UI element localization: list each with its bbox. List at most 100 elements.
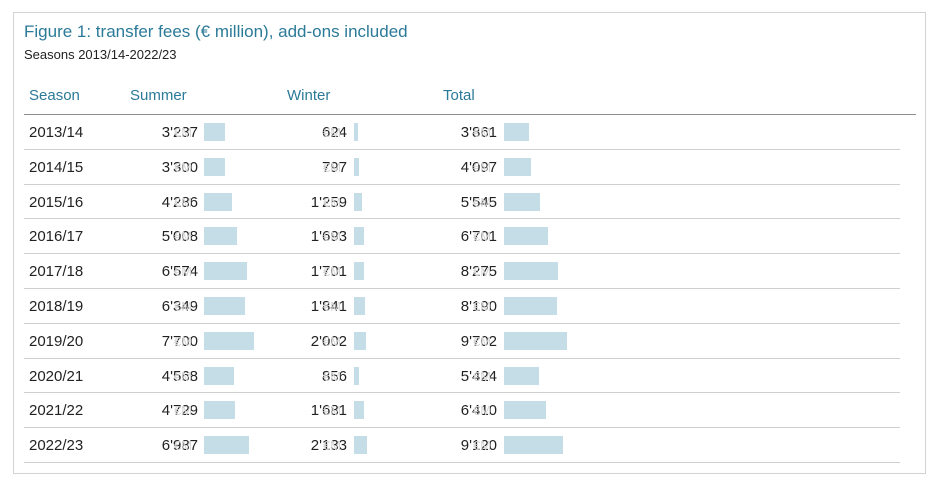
header-total: Total <box>443 87 475 104</box>
row-divider <box>24 322 900 324</box>
season-cell: 2016/17 <box>29 228 84 246</box>
winter-bar <box>354 331 367 350</box>
season-cell: 2019/20 <box>29 332 84 350</box>
table-row: 2015/16 4'286 €M 1'259 €M 5'545 €M <box>24 185 900 220</box>
total-bar <box>504 262 558 281</box>
winter-value: 1'259 <box>310 193 347 211</box>
winter-unit-label: €M <box>323 194 342 210</box>
header-season: Season <box>29 87 80 104</box>
total-bar <box>504 366 540 385</box>
winter-value: 1'841 <box>310 298 347 315</box>
summer-value: 7'700 <box>161 332 198 350</box>
table-row: 2017/18 6'574 €M 1'701 €M 8'275 €M <box>24 254 900 289</box>
season-cell: 2017/18 <box>29 263 84 281</box>
summer-unit-label: €M <box>174 403 193 419</box>
table-row: 2022/23 6'987 €M 2'133 €M 9'120 €M <box>24 428 900 463</box>
total-value: 5'545 <box>460 193 497 211</box>
table-row: 2021/22 4'729 €M 1'681 €M 6'410 €M <box>24 393 900 429</box>
header-winter: Winter <box>287 87 331 104</box>
summer-unit-label: €M <box>174 125 193 140</box>
row-divider <box>24 392 900 394</box>
total-bar <box>504 436 564 455</box>
winter-unit-label: €M <box>323 229 342 245</box>
summer-unit-label: €M <box>174 333 193 349</box>
total-value: 3'861 <box>460 124 497 141</box>
row-divider <box>24 253 900 255</box>
summer-bar <box>204 227 237 246</box>
total-bar <box>504 331 567 350</box>
table-row: 2020/21 4'568 €M 856 €M 5'424 €M <box>24 359 900 394</box>
winter-value: 1'693 <box>310 228 347 246</box>
winter-bar <box>354 366 360 385</box>
winter-unit-label: €M <box>323 403 342 419</box>
winter-value: 624 <box>321 124 347 141</box>
total-unit-label: €M <box>473 299 492 314</box>
total-bar <box>504 157 531 176</box>
row-divider <box>24 287 900 289</box>
winter-value: 856 <box>321 367 347 385</box>
total-bar <box>504 123 530 141</box>
winter-unit-label: €M <box>323 299 342 314</box>
winter-bar <box>354 401 365 420</box>
summer-value: 4'286 <box>161 193 198 211</box>
figure-title: Figure 1: transfer fees (€ million), add… <box>24 22 408 41</box>
winter-value: 1'701 <box>310 263 347 281</box>
summer-value: 6'574 <box>161 263 198 281</box>
figure-frame <box>13 12 926 474</box>
total-unit-label: €M <box>473 264 492 280</box>
summer-value: 6'987 <box>161 437 198 455</box>
total-bar <box>504 227 548 246</box>
winter-bar <box>354 436 367 455</box>
winter-unit-label: €M <box>323 125 342 140</box>
summer-bar <box>204 123 226 141</box>
winter-unit-label: €M <box>323 438 342 454</box>
table-row: 2013/14 3'237 €M 624 €M 3'861 €M <box>24 115 900 150</box>
total-unit-label: €M <box>473 438 492 454</box>
table-row: 2018/19 6'349 €M 1'841 €M 8'190 €M <box>24 289 900 324</box>
summer-bar <box>204 436 250 455</box>
total-value: 6'701 <box>460 228 497 246</box>
total-unit-label: €M <box>473 403 492 419</box>
summer-bar <box>204 366 234 385</box>
total-value: 8'190 <box>460 298 497 315</box>
summer-value: 4'729 <box>161 402 198 420</box>
season-cell: 2018/19 <box>29 298 84 315</box>
summer-value: 5'008 <box>161 228 198 246</box>
total-unit-label: €M <box>473 125 492 140</box>
summer-value: 3'300 <box>161 158 198 176</box>
winter-value: 1'681 <box>310 402 347 420</box>
season-cell: 2021/22 <box>29 402 84 420</box>
season-cell: 2013/14 <box>29 124 84 141</box>
header-divider <box>24 114 916 115</box>
winter-bar <box>354 262 365 281</box>
summer-unit-label: €M <box>174 438 193 454</box>
total-value: 4'097 <box>460 158 497 176</box>
winter-unit-label: €M <box>323 368 342 384</box>
table-row: 2014/15 3'300 €M 797 €M 4'097 €M <box>24 150 900 185</box>
total-value: 8'275 <box>460 263 497 281</box>
summer-unit-label: €M <box>174 229 193 245</box>
summer-bar <box>204 192 232 211</box>
total-unit-label: €M <box>473 194 492 210</box>
summer-bar <box>204 297 246 315</box>
winter-bar <box>354 227 365 246</box>
summer-unit-label: €M <box>174 264 193 280</box>
figure-subtitle: Seasons 2013/14-2022/23 <box>24 47 177 62</box>
summer-value: 6'349 <box>161 298 198 315</box>
total-value: 9'120 <box>460 437 497 455</box>
summer-unit-label: €M <box>174 159 193 175</box>
winter-value: 2'133 <box>310 437 347 455</box>
row-divider <box>24 461 900 463</box>
total-bar <box>504 192 540 211</box>
total-unit-label: €M <box>473 229 492 245</box>
header-summer: Summer <box>130 87 187 104</box>
summer-unit-label: €M <box>174 299 193 314</box>
summer-value: 3'237 <box>161 124 198 141</box>
total-bar <box>504 297 558 315</box>
winter-unit-label: €M <box>323 333 342 349</box>
summer-unit-label: €M <box>174 194 193 210</box>
total-unit-label: €M <box>473 368 492 384</box>
table-row: 2019/20 7'700 €M 2'002 €M 9'702 €M <box>24 324 900 359</box>
summer-bar <box>204 331 254 350</box>
total-bar <box>504 401 546 420</box>
